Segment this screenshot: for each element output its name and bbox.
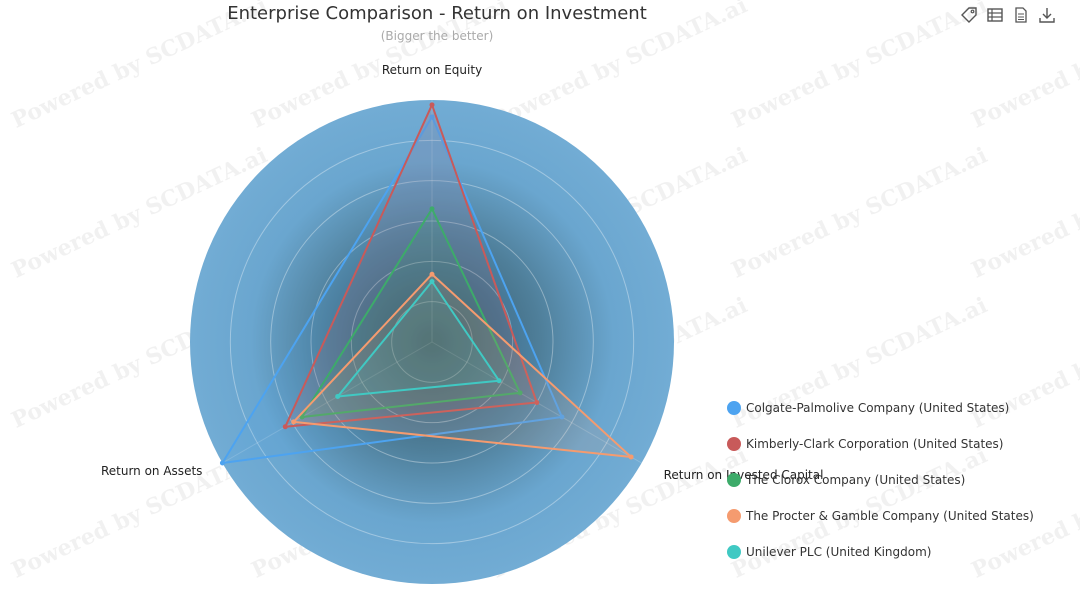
data-view-icon[interactable] bbox=[986, 6, 1004, 24]
download-icon[interactable] bbox=[1038, 6, 1056, 24]
legend-label: Colgate-Palmolive Company (United States… bbox=[746, 401, 1010, 415]
radar-background bbox=[190, 100, 674, 584]
chart-title: Enterprise Comparison - Return on Invest… bbox=[227, 3, 647, 24]
legend-item[interactable]: Kimberly-Clark Corporation (United State… bbox=[727, 434, 1034, 454]
legend-marker bbox=[727, 473, 741, 487]
chart-legend: Colgate-Palmolive Company (United States… bbox=[727, 398, 1034, 578]
data-point bbox=[517, 390, 523, 396]
data-point bbox=[291, 419, 297, 425]
data-point bbox=[429, 271, 435, 277]
data-point bbox=[496, 378, 502, 384]
data-point bbox=[429, 279, 435, 284]
data-point bbox=[559, 414, 565, 420]
legend-marker bbox=[727, 401, 741, 415]
legend-marker bbox=[727, 509, 741, 523]
legend-item[interactable]: The Clorox Company (United States) bbox=[727, 470, 1034, 490]
grid-ring bbox=[229, 139, 635, 545]
data-point bbox=[628, 454, 634, 460]
indicator-label: Return on Equity bbox=[382, 63, 482, 77]
legend-marker bbox=[727, 437, 741, 451]
chart-subtitle: (Bigger the better) bbox=[380, 29, 494, 43]
legend-item[interactable]: Colgate-Palmolive Company (United States… bbox=[727, 398, 1034, 418]
legend-item[interactable]: The Procter & Gamble Company (United Sta… bbox=[727, 506, 1034, 526]
data-point bbox=[299, 414, 305, 420]
tag-icon[interactable] bbox=[960, 6, 978, 24]
legend-item[interactable]: Unilever PLC (United Kingdom) bbox=[727, 542, 1034, 562]
legend-label: Unilever PLC (United Kingdom) bbox=[746, 545, 932, 559]
grid-ring bbox=[310, 220, 554, 464]
data-point bbox=[429, 206, 435, 212]
legend-label: The Clorox Company (United States) bbox=[746, 473, 966, 487]
toolbox bbox=[960, 6, 1056, 24]
data-point bbox=[534, 400, 540, 405]
axis-line bbox=[222, 341, 433, 464]
data-point bbox=[429, 114, 435, 120]
data-point bbox=[219, 460, 225, 466]
grid-ring bbox=[270, 180, 594, 504]
series-area bbox=[301, 207, 522, 419]
legend-marker bbox=[727, 545, 741, 559]
document-icon[interactable] bbox=[1012, 6, 1030, 24]
legend-label: Kimberly-Clark Corporation (United State… bbox=[746, 437, 1004, 451]
data-point bbox=[335, 393, 341, 399]
data-point bbox=[429, 102, 435, 108]
data-point bbox=[282, 424, 288, 430]
legend-label: The Procter & Gamble Company (United Sta… bbox=[746, 509, 1034, 523]
grid-ring bbox=[350, 260, 514, 424]
indicator-label: Return on Invested Capital bbox=[664, 468, 824, 482]
indicator-label: Return on Assets bbox=[101, 464, 202, 478]
series-area bbox=[292, 273, 633, 458]
series-area bbox=[336, 280, 501, 398]
series-area bbox=[284, 103, 538, 428]
